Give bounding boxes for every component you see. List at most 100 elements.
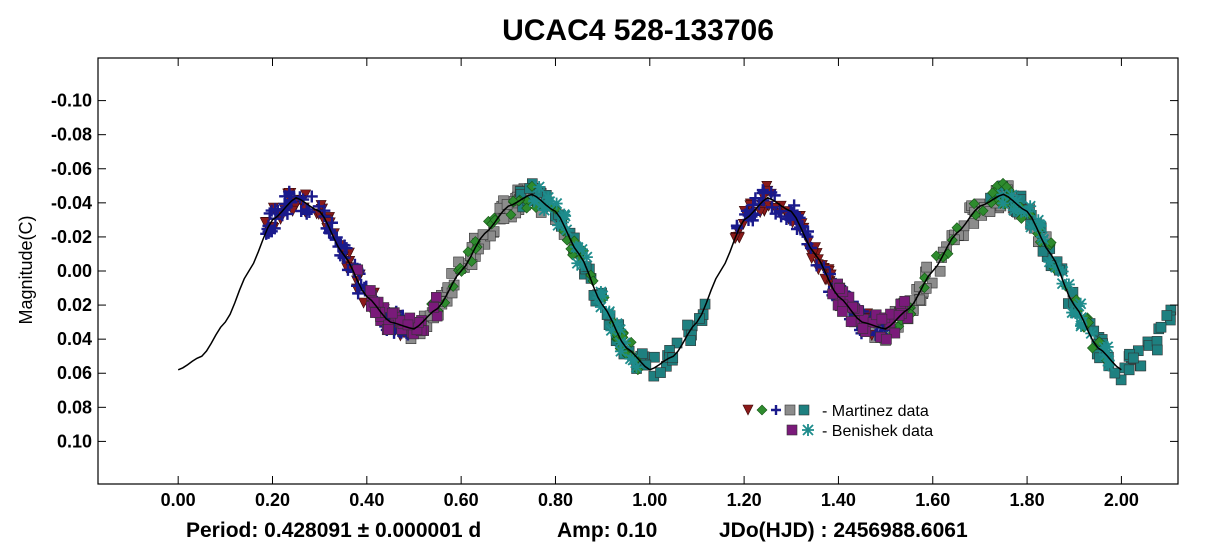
x-tick-label: 1.60	[915, 490, 950, 510]
data-point	[934, 265, 946, 277]
data-point	[570, 240, 583, 253]
data-point	[1128, 352, 1139, 364]
data-point	[368, 296, 380, 308]
y-tick-label: -0.02	[51, 227, 92, 247]
data-point	[769, 207, 782, 220]
data-point	[930, 250, 942, 262]
data-point	[876, 313, 888, 325]
legend-marker	[802, 424, 814, 436]
legend-marker	[786, 424, 798, 436]
data-point	[1123, 364, 1135, 376]
data-point	[671, 337, 683, 349]
x-tick-label: 0.60	[444, 490, 479, 510]
data-point	[605, 324, 618, 337]
data-point	[383, 324, 394, 335]
data-point	[1074, 297, 1087, 310]
legend-row-benishek	[786, 424, 814, 436]
y-tick-label: 0.02	[57, 295, 92, 315]
data-point	[837, 306, 848, 317]
series-5	[352, 264, 913, 345]
data-point	[575, 259, 588, 272]
data-point	[782, 210, 795, 223]
data-point	[1109, 367, 1121, 379]
data-point	[365, 285, 376, 296]
data-point	[594, 300, 607, 313]
data-point	[630, 361, 643, 374]
data-point	[1056, 265, 1069, 278]
data-point	[1043, 255, 1056, 268]
y-tick-label: 0.10	[57, 431, 92, 451]
data-point	[1024, 200, 1037, 213]
data-point	[1086, 342, 1098, 354]
data-point	[550, 197, 563, 210]
data-point	[1098, 341, 1111, 354]
legend-label-martinez: - Martinez data	[822, 403, 929, 420]
data-point	[921, 261, 932, 273]
data-point	[857, 323, 869, 334]
data-point	[536, 198, 549, 211]
data-point	[926, 277, 938, 289]
data-point	[985, 197, 997, 209]
data-point	[834, 283, 845, 294]
data-point	[987, 187, 998, 199]
data-point	[1155, 321, 1167, 333]
data-point	[1101, 340, 1114, 353]
data-point	[526, 180, 538, 192]
x-tick-label: 0.00	[161, 490, 196, 510]
data-point	[614, 323, 627, 336]
data-point	[528, 195, 541, 208]
data-point	[1033, 218, 1046, 231]
x-tick-label: 1.20	[727, 490, 762, 510]
data-point	[968, 198, 980, 210]
x-tick-label: 2.00	[1104, 490, 1139, 510]
data-point	[431, 292, 442, 303]
data-point	[552, 219, 565, 232]
series-0	[259, 181, 878, 342]
y-tick-label: -0.04	[51, 193, 92, 213]
data-point	[542, 191, 555, 204]
data-point	[618, 337, 631, 350]
data-point	[1024, 221, 1037, 234]
data-point	[918, 282, 930, 294]
x-tick-label: 1.40	[821, 490, 856, 510]
data-point	[627, 353, 640, 366]
y-tick-label: 0.00	[57, 261, 92, 281]
legend-marker	[784, 404, 796, 416]
data-point	[1005, 189, 1018, 202]
y-tick-label: -0.10	[51, 91, 92, 111]
data-point	[1056, 277, 1069, 290]
data-point	[386, 307, 398, 319]
data-point	[893, 310, 905, 321]
data-point	[1161, 310, 1173, 321]
data-point	[749, 192, 762, 205]
data-point	[1007, 204, 1020, 217]
legend-marker	[798, 404, 810, 416]
data-point	[1075, 319, 1088, 332]
data-point	[279, 190, 292, 203]
data-point	[977, 205, 989, 217]
data-point	[318, 210, 331, 223]
y-tick-label: -0.06	[51, 159, 92, 179]
data-point	[997, 197, 1010, 210]
data-point	[667, 352, 679, 364]
legend: - Martinez data - Benishek data	[742, 403, 933, 440]
data-point	[1135, 360, 1147, 372]
data-point	[655, 367, 666, 378]
data-point	[543, 195, 556, 208]
data-point	[1069, 307, 1082, 320]
series-3	[391, 180, 1052, 346]
model-curve	[177, 193, 1122, 371]
x-tick-label: 0.20	[255, 490, 290, 510]
data-point	[845, 316, 857, 327]
y-tick-label: -0.08	[51, 125, 92, 145]
data-point	[1036, 230, 1049, 243]
data-point	[1115, 374, 1127, 386]
data-point	[278, 204, 291, 216]
data-point	[1102, 354, 1115, 367]
data-point	[699, 298, 711, 310]
data-point	[881, 333, 892, 345]
data-point	[889, 327, 901, 339]
data-point	[533, 180, 546, 193]
data-point	[1010, 195, 1023, 208]
